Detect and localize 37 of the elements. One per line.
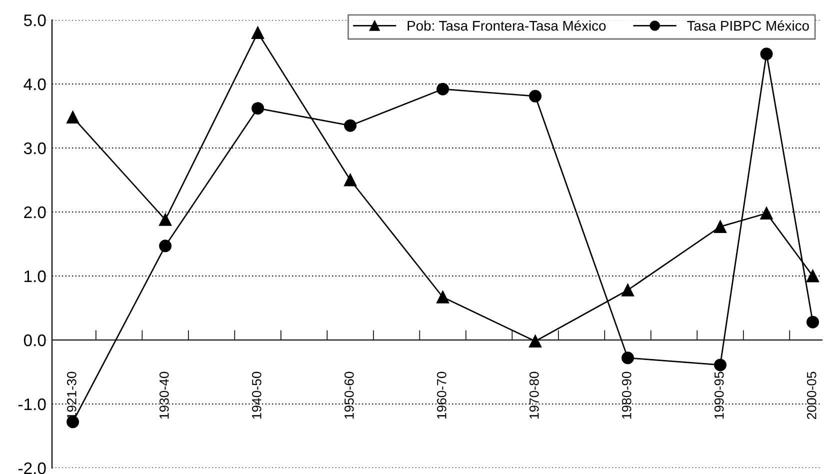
point xyxy=(760,48,773,60)
point xyxy=(714,220,727,233)
point xyxy=(622,352,634,364)
point xyxy=(66,111,80,124)
y-tick-label: 0.0 xyxy=(24,334,46,346)
point xyxy=(159,213,172,226)
point xyxy=(622,284,634,296)
x-tick-label: 1960-70 xyxy=(436,372,446,419)
x-tick-label: 1980-90 xyxy=(622,372,632,419)
x-tick-label: 1990-95 xyxy=(714,372,724,419)
point xyxy=(529,90,542,102)
point xyxy=(159,240,172,252)
y-tick-label: -2.0 xyxy=(18,462,46,474)
y-tick-label: -1.0 xyxy=(18,398,46,410)
point xyxy=(436,82,450,96)
y-tick-label: 1.0 xyxy=(24,270,46,282)
y-tick-label: 2.0 xyxy=(24,206,46,218)
x-tick-label: 1970-80 xyxy=(529,372,539,419)
point xyxy=(529,335,542,348)
legend-label: Pob: Tasa Frontera-Tasa México xyxy=(408,20,606,31)
point xyxy=(252,26,264,40)
y-tick-label: 5.0 xyxy=(24,14,46,26)
y-tick-label: 3.0 xyxy=(24,142,46,154)
point xyxy=(806,270,819,282)
x-tick-label: 1950-60 xyxy=(344,372,354,419)
point xyxy=(344,174,357,186)
point xyxy=(760,207,773,220)
legend-label: Tasa PIBPC México xyxy=(687,20,809,31)
point xyxy=(806,316,819,328)
x-tick-label: 1930-40 xyxy=(160,372,169,419)
point xyxy=(714,358,727,372)
y-tick-label: 4.0 xyxy=(24,78,46,90)
point xyxy=(344,119,357,132)
point xyxy=(436,290,450,304)
x-tick-label: 2000-05 xyxy=(806,372,816,420)
point xyxy=(252,102,264,115)
x-tick-label: 1940-50 xyxy=(252,372,262,419)
